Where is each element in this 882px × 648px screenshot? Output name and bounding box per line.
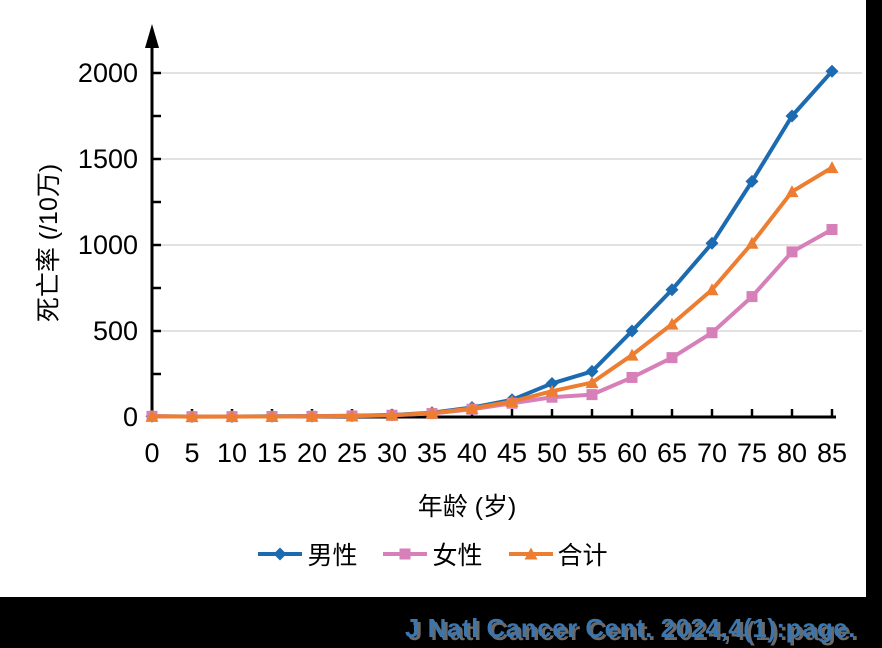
square-marker-icon — [786, 246, 798, 258]
series-total — [145, 161, 839, 423]
triangle-marker-icon — [465, 401, 479, 414]
diamond-marker-icon — [625, 324, 639, 338]
square-marker-icon — [546, 391, 558, 403]
legend-item-male: 男性 — [258, 536, 357, 572]
triangle-marker-icon — [145, 409, 159, 422]
diamond-marker-icon — [665, 283, 679, 297]
square-marker-icon — [826, 224, 838, 236]
legend-item-total: 合计 — [508, 536, 608, 572]
legend-key-icon — [383, 548, 428, 560]
x-tick-label: 35 — [417, 438, 447, 468]
mortality-line-chart: 0 5 10 15 20 25 30 35 40 45 50 55 60 65 70 75 80 85050010… — [78, 24, 862, 468]
x-tick-label: 70 — [697, 438, 727, 468]
x-tick-label: 30 — [377, 438, 407, 468]
triangle-marker-icon — [505, 395, 519, 408]
x-tick-label: 0 — [144, 438, 159, 468]
triangle-marker-icon — [545, 384, 559, 397]
triangle-marker-icon — [345, 409, 359, 422]
x-tick-label: 65 — [657, 438, 687, 468]
triangle-marker-icon — [705, 283, 719, 296]
x-ticks: 0 5 10 15 20 25 30 35 40 45 50 55 60 65 70 75 80 85 — [144, 409, 847, 468]
y-tick-label: 1500 — [78, 144, 138, 174]
y-axis-arrow-icon — [145, 24, 159, 48]
x-axis-title: 年龄 (岁) — [417, 493, 517, 521]
square-marker-icon — [706, 327, 718, 339]
legend-label: 女性 — [432, 542, 483, 570]
y-tick-label: 0 — [123, 402, 138, 432]
series-female — [146, 224, 838, 423]
y-tick-label: 500 — [93, 316, 138, 346]
diamond-marker-icon — [785, 109, 799, 123]
triangle-marker-icon — [524, 547, 537, 560]
triangle-marker-icon — [665, 317, 679, 330]
x-tick-label: 80 — [777, 438, 807, 468]
diamond-marker-icon — [545, 376, 559, 390]
triangle-marker-icon — [585, 376, 599, 389]
x-tick-label: 25 — [337, 438, 367, 468]
triangle-marker-icon — [185, 410, 199, 423]
bottom-black-bar — [0, 597, 882, 648]
legend-label: 男性 — [307, 542, 358, 570]
right-black-bar — [866, 0, 882, 648]
x-tick-label: 85 — [817, 438, 847, 468]
diamond-marker-icon — [745, 174, 759, 188]
series-male — [145, 64, 839, 423]
x-tick-label: 15 — [257, 438, 287, 468]
axes — [145, 24, 836, 419]
square-marker-icon — [746, 291, 758, 303]
triangle-marker-icon — [625, 348, 639, 361]
triangle-marker-icon — [785, 185, 799, 198]
triangle-marker-icon — [825, 161, 839, 174]
x-tick-label: 55 — [577, 438, 607, 468]
legend-label: 合计 — [557, 542, 608, 570]
citation: J Natl Cancer Cent. 2024,4(1):page. — [405, 613, 856, 643]
triangle-marker-icon — [385, 408, 399, 421]
square-marker-icon — [399, 548, 411, 560]
series-line — [151, 227, 833, 419]
triangle-marker-icon — [425, 406, 439, 419]
triangle-marker-icon — [305, 409, 319, 422]
chart-legend: 男性 女性 合计 — [0, 536, 866, 572]
y-tick-label: 1000 — [78, 230, 138, 260]
y-tick-label: 2000 — [78, 58, 138, 88]
square-marker-icon — [626, 371, 638, 383]
triangle-marker-icon — [745, 236, 759, 249]
square-marker-icon — [666, 352, 678, 364]
x-tick-label: 20 — [297, 438, 327, 468]
gridlines — [152, 72, 862, 332]
legend-key-icon — [508, 547, 553, 560]
legend-item-female: 女性 — [383, 536, 483, 572]
x-tick-label: 75 — [737, 438, 767, 468]
x-tick-label: 10 — [217, 438, 247, 468]
square-marker-icon — [586, 389, 598, 401]
y-ticks: 0 500 1000 1500 2000 — [78, 58, 161, 432]
diamond-marker-icon — [585, 364, 599, 378]
x-tick-label: 40 — [457, 438, 487, 468]
x-tick-label: 60 — [617, 438, 647, 468]
triangle-marker-icon — [225, 409, 239, 422]
y-axis-title: 死亡率 (/10万) — [35, 163, 63, 323]
legend-key-icon — [258, 547, 303, 561]
x-tick-label: 50 — [537, 438, 567, 468]
diamond-marker-icon — [825, 64, 839, 78]
x-tick-label: 45 — [497, 438, 527, 468]
diamond-marker-icon — [273, 547, 287, 561]
series-line — [151, 165, 834, 419]
series-line — [151, 69, 834, 419]
diamond-marker-icon — [705, 236, 719, 250]
x-tick-label: 5 — [184, 438, 199, 468]
triangle-marker-icon — [265, 409, 279, 422]
